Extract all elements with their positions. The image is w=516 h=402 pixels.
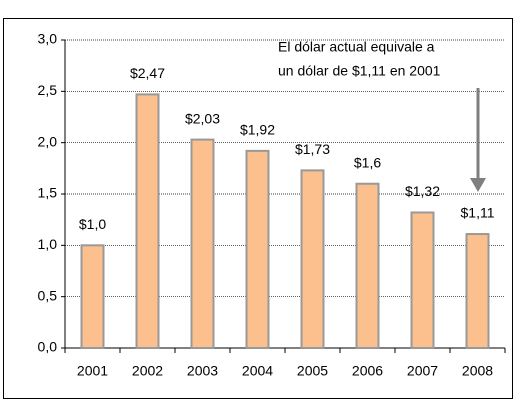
bar xyxy=(80,244,105,349)
annotation-line: El dólar actual equivale a xyxy=(278,39,435,55)
value-label: $2,47 xyxy=(130,65,165,81)
value-label: $1,73 xyxy=(295,141,330,157)
bar xyxy=(410,211,435,349)
bar xyxy=(465,233,490,349)
x-tick-label: 2003 xyxy=(187,363,218,379)
x-tick-label: 2001 xyxy=(77,363,108,379)
y-tick-label: 1,0 xyxy=(38,236,58,252)
x-tick-label: 2005 xyxy=(297,363,328,379)
y-tick-label: 2,5 xyxy=(38,82,58,98)
x-tick-label: 2008 xyxy=(462,363,493,379)
x-tick-label: 2002 xyxy=(132,363,163,379)
bar xyxy=(300,169,325,349)
x-tick-label: 2004 xyxy=(242,363,273,379)
y-tick-label: 2,0 xyxy=(38,133,58,149)
value-label: $1,6 xyxy=(354,154,381,170)
y-tick-label: 1,5 xyxy=(38,185,58,201)
y-tick-label: 3,0 xyxy=(38,31,58,47)
bar xyxy=(135,93,160,349)
value-label: $1,92 xyxy=(240,122,275,138)
value-label: $1,32 xyxy=(405,183,440,199)
y-tick-label: 0,5 xyxy=(38,287,58,303)
bar xyxy=(245,149,270,349)
y-tick-label: 0,0 xyxy=(38,339,58,355)
bar xyxy=(355,182,380,349)
value-label: $2,03 xyxy=(185,110,220,126)
value-label: $1,0 xyxy=(79,216,106,232)
value-label: $1,11 xyxy=(461,205,495,221)
bar xyxy=(190,138,215,349)
x-tick-label: 2006 xyxy=(352,363,383,379)
annotation-arrowhead xyxy=(470,178,486,192)
annotation-line: un dólar de $1,11 en 2001 xyxy=(278,63,441,79)
x-tick-label: 2007 xyxy=(407,363,438,379)
